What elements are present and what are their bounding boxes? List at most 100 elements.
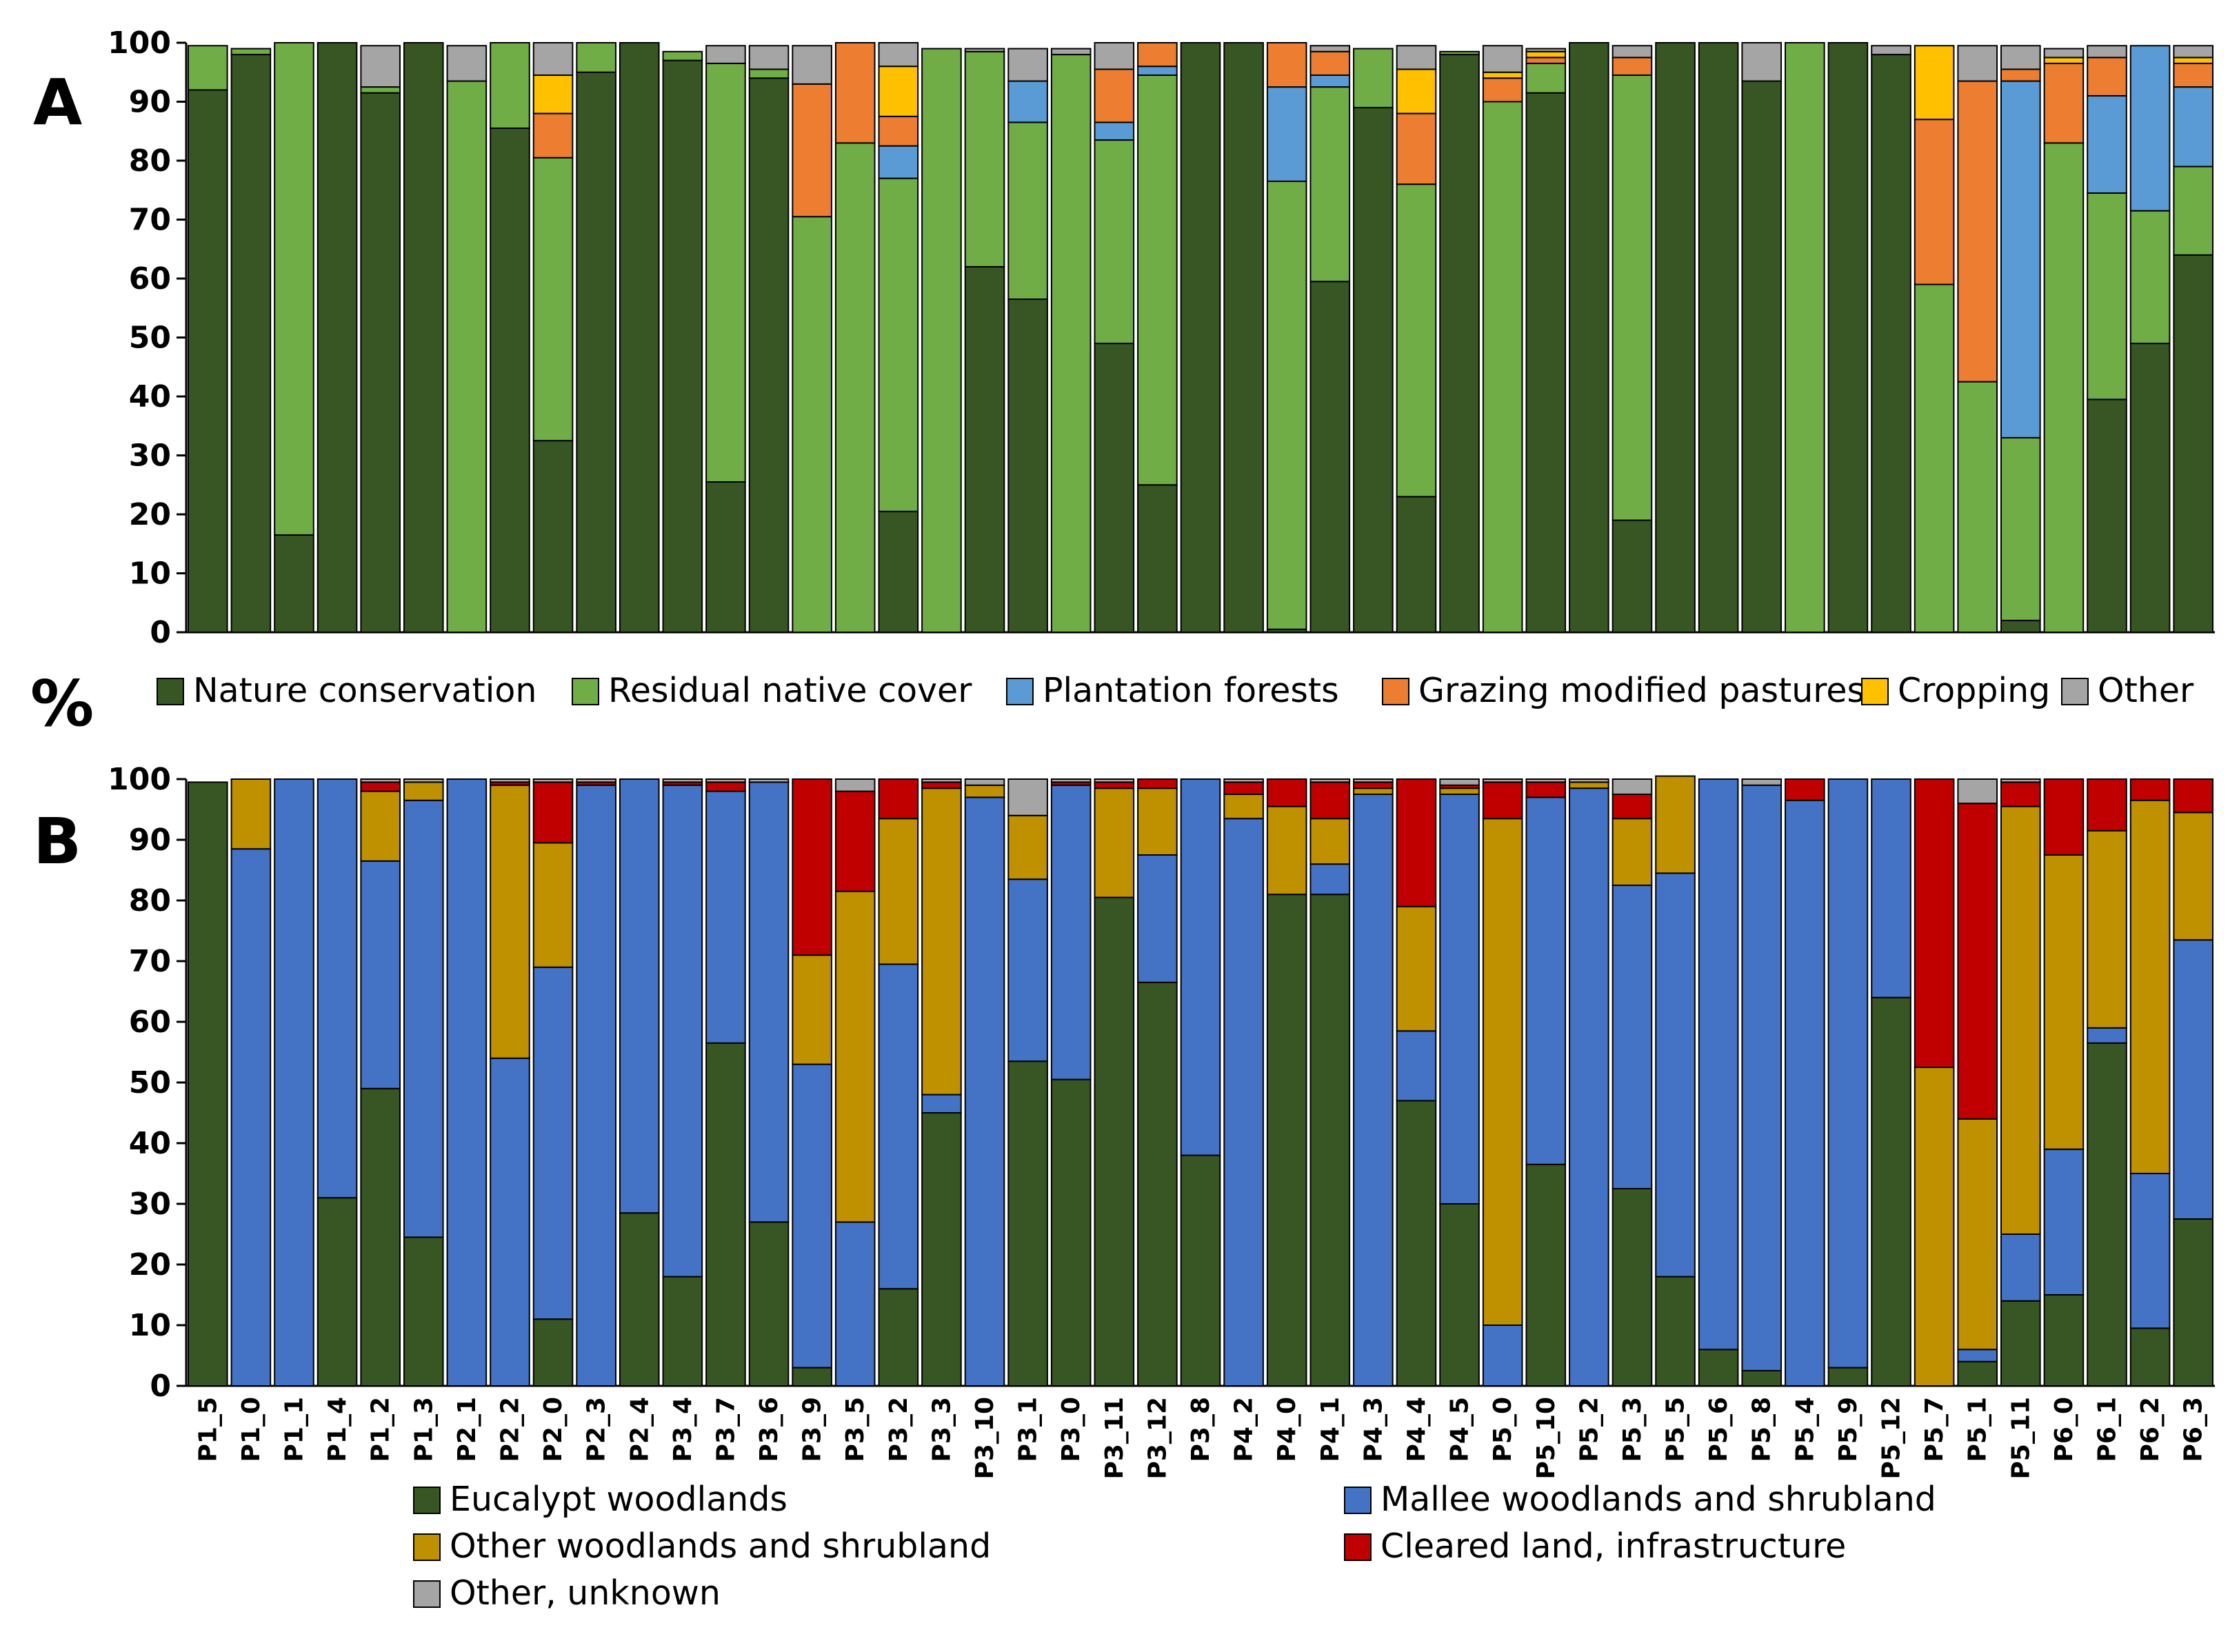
- panel-b-bar-segment-mallee-woodlands-and-shrubland-p5-6: [1698, 778, 1739, 1351]
- panel-b-bar-segment-other-unknown-p3-4: [662, 778, 703, 783]
- panel-a-bar-segment-residual-native-cover-p3-9: [792, 216, 832, 634]
- panel-b-bar-segment-eucalypt-woodlands-p5-6: [1698, 1349, 1739, 1387]
- x-tick-label-p1-2: P1_2: [367, 1397, 395, 1462]
- panel-a-bar-segment-residual-native-cover-p5-7: [1914, 283, 1955, 633]
- panel-b-y-tick-label: 50: [129, 1065, 171, 1100]
- panel-a-bar-segment-nature-conservation-p2-3: [576, 71, 616, 633]
- x-tick-label-p6-2: P6_2: [2136, 1397, 2165, 1462]
- panel-b-bar-segment-other-woodlands-and-shrubland-p5-5: [1655, 775, 1696, 874]
- panel-a-bar-segment-residual-native-cover-p5-3: [1612, 74, 1653, 521]
- panel-a-bar-segment-other-p4-1: [1309, 45, 1351, 52]
- panel-a-bars: [188, 42, 2214, 634]
- panel-a-bar-segment-nature-conservation-p6-2: [2129, 343, 2171, 633]
- x-tick-label-p3-7: P3_7: [712, 1397, 740, 1462]
- x-tick-label-p3-10: P3_10: [971, 1397, 999, 1480]
- panel-b-bar-segment-other-woodlands-and-shrubland-p6-1: [2087, 829, 2127, 1029]
- panel-b-y-tick-label: 90: [129, 823, 171, 858]
- panel-a-bar-segment-plantation-forests-p3-2: [878, 145, 919, 179]
- x-tick-label-p2-3: P2_3: [583, 1397, 611, 1462]
- panel-b-bar-segment-cleared-land-infrastructure-p4-2: [1223, 781, 1264, 796]
- panel-b-bar-segment-eucalypt-woodlands-p5-10: [1525, 1163, 1567, 1387]
- panel-a-bar-segment-residual-native-cover-p5-0: [1482, 101, 1523, 633]
- panel-a-bar-segment-nature-conservation-p3-2: [878, 510, 919, 633]
- panel-a-y-axis: 0 10 20 30 40 50 60 70 80 90 100: [108, 26, 2215, 650]
- panel-a-bar-segment-plantation-forests-p3-1: [1007, 80, 1048, 123]
- panel-b-bar-segment-mallee-woodlands-and-shrubland-p3-12: [1137, 854, 1178, 983]
- panel-a-chart: 0 10 20 30 40 50 60 70 80 90 100: [108, 26, 2215, 650]
- panel-a-bar-segment-nature-conservation-p5-6: [1698, 42, 1739, 633]
- panel-b-bar-segment-other-unknown-p5-2: [1569, 778, 1609, 783]
- panel-a-bar-segment-grazing-modified-pastures-p3-9: [792, 83, 832, 218]
- panel-a-bar-segment-grazing-modified-pastures-p4-4: [1396, 112, 1437, 185]
- panel-a-bar-segment-other-p6-3: [2173, 45, 2214, 59]
- panel-b-bar-segment-cleared-land-infrastructure-p5-3: [1612, 794, 1653, 820]
- x-tick-label-p6-3: P6_3: [2180, 1397, 2208, 1462]
- panel-a-bar-segment-nature-conservation-p4-3: [1353, 107, 1394, 634]
- panel-b-bar-segment-other-unknown-p5-3: [1612, 778, 1653, 795]
- panel-a-bar-segment-residual-native-cover-p1-5: [188, 45, 228, 91]
- panel-b-bar-segment-eucalypt-woodlands-p4-4: [1396, 1100, 1437, 1387]
- panel-b-bar-segment-other-unknown-p1-2: [360, 778, 401, 783]
- panel-b-bar-segment-eucalypt-woodlands-p3-1: [1007, 1060, 1048, 1387]
- panel-a-bar-segment-grazing-modified-pastures-p5-10: [1525, 57, 1567, 64]
- panel-a-bar-segment-nature-conservation-p1-0: [230, 54, 272, 634]
- panel-a-bar-segment-other-p5-3: [1612, 45, 1653, 59]
- x-tick-label-p3-8: P3_8: [1187, 1397, 1215, 1462]
- panel-b-bar-segment-other-unknown-p3-5: [834, 778, 876, 792]
- panel-b-bar-segment-other-woodlands-and-shrubland-p3-1: [1007, 814, 1048, 880]
- x-tick-label-p5-2: P5_2: [1575, 1397, 1603, 1462]
- panel-a-bar-segment-other-p5-11: [2000, 45, 2041, 70]
- panel-a-bar-segment-other-p3-1: [1007, 48, 1048, 82]
- legend-a-label-other: Other: [2098, 671, 2194, 710]
- panel-b-bar-segment-mallee-woodlands-and-shrubland-p4-5: [1439, 794, 1480, 1205]
- panel-b-bar-segment-mallee-woodlands-and-shrubland-p2-1: [446, 778, 488, 1387]
- panel-a-bar-segment-residual-native-cover-p5-11: [2000, 436, 2041, 621]
- panel-b-bar-segment-other-woodlands-and-shrubland-p4-2: [1223, 794, 1264, 820]
- legend-b-swatch-eucalypt-woodlands: [413, 1487, 441, 1514]
- panel-b-bar-segment-eucalypt-woodlands-p6-2: [2129, 1327, 2171, 1387]
- panel-b-bar-segment-eucalypt-woodlands-p6-3: [2173, 1218, 2214, 1387]
- x-tick-label-p5-5: P5_5: [1662, 1397, 1690, 1462]
- panel-b-bar-segment-mallee-woodlands-and-shrubland-p1-4: [317, 778, 358, 1199]
- panel-a-bar-segment-grazing-modified-pastures-p5-1: [1957, 80, 1998, 383]
- panel-a-bar-segment-residual-native-cover-p3-0: [1050, 54, 1092, 634]
- panel-a-bar-segment-nature-conservation-p5-3: [1612, 519, 1653, 633]
- panel-a-y-tick-label: 10: [129, 556, 171, 592]
- panel-b-bar-segment-other-unknown-p2-2: [490, 778, 530, 783]
- panel-b-bar-segment-other-woodlands-and-shrubland-p2-2: [490, 784, 530, 1059]
- legend-b-swatch-cleared-land-infrastructure: [1344, 1533, 1372, 1561]
- panel-b-bar-segment-mallee-woodlands-and-shrubland-p5-1: [1957, 1349, 1998, 1362]
- panel-b-bar-segment-mallee-woodlands-and-shrubland-p3-3: [921, 1094, 962, 1114]
- panel-b-bar-segment-cleared-land-infrastructure-p4-1: [1309, 781, 1351, 820]
- x-tick-label-p5-9: P5_9: [1834, 1397, 1863, 1462]
- panel-b-bar-segment-cleared-land-infrastructure-p3-9: [792, 778, 832, 956]
- panel-b-bar-segment-mallee-woodlands-and-shrubland-p5-8: [1741, 784, 1783, 1372]
- legend-a-swatch-other: [2061, 678, 2089, 705]
- panel-b-bar-segment-other-woodlands-and-shrubland-p5-7: [1914, 1067, 1955, 1387]
- panel-a-legend: Nature conservation Residual native cover…: [157, 671, 2194, 710]
- x-tick-label-p5-1: P5_1: [1964, 1397, 1992, 1462]
- x-tick-label-p5-11: P5_11: [2007, 1397, 2035, 1480]
- panel-a-bar-segment-cropping-p2-0: [532, 74, 574, 114]
- panel-a-bar-segment-grazing-modified-pastures-p6-3: [2173, 62, 2214, 88]
- panel-b-bar-segment-mallee-woodlands-and-shrubland-p5-4: [1785, 799, 1825, 1387]
- panel-a-bar-segment-grazing-modified-pastures-p2-0: [532, 112, 574, 159]
- legend-a-label-plantation-forests: Plantation forests: [1043, 671, 1339, 710]
- panel-b-bar-segment-mallee-woodlands-and-shrubland-p3-1: [1007, 878, 1048, 1062]
- panel-b-bar-segment-other-unknown-p4-3: [1353, 778, 1394, 783]
- panel-a-bar-segment-grazing-modified-pastures-p6-0: [2043, 62, 2085, 144]
- panel-a-bar-segment-plantation-forests-p3-12: [1137, 66, 1178, 77]
- panel-a-y-tick-label: 90: [129, 85, 171, 120]
- panel-a-bar-segment-cropping-p5-10: [1525, 50, 1567, 59]
- panel-b-bar-segment-eucalypt-woodlands-p3-0: [1050, 1078, 1092, 1387]
- panel-a-bar-segment-cropping-p5-7: [1914, 45, 1955, 121]
- panel-a-bar-segment-other-p5-0: [1482, 45, 1523, 73]
- x-tick-label-p3-6: P3_6: [755, 1397, 783, 1462]
- panel-b-bar-segment-eucalypt-woodlands-p1-2: [360, 1087, 401, 1387]
- panel-b-bar-segment-other-unknown-p3-3: [921, 778, 962, 783]
- panel-a-bar-segment-grazing-modified-pastures-p3-5: [834, 42, 876, 144]
- panel-b-bar-segment-other-unknown-p2-0: [532, 778, 574, 783]
- panel-b-bar-segment-cleared-land-infrastructure-p1-2: [360, 781, 401, 792]
- panel-a-bar-segment-residual-native-cover-p1-2: [360, 86, 401, 94]
